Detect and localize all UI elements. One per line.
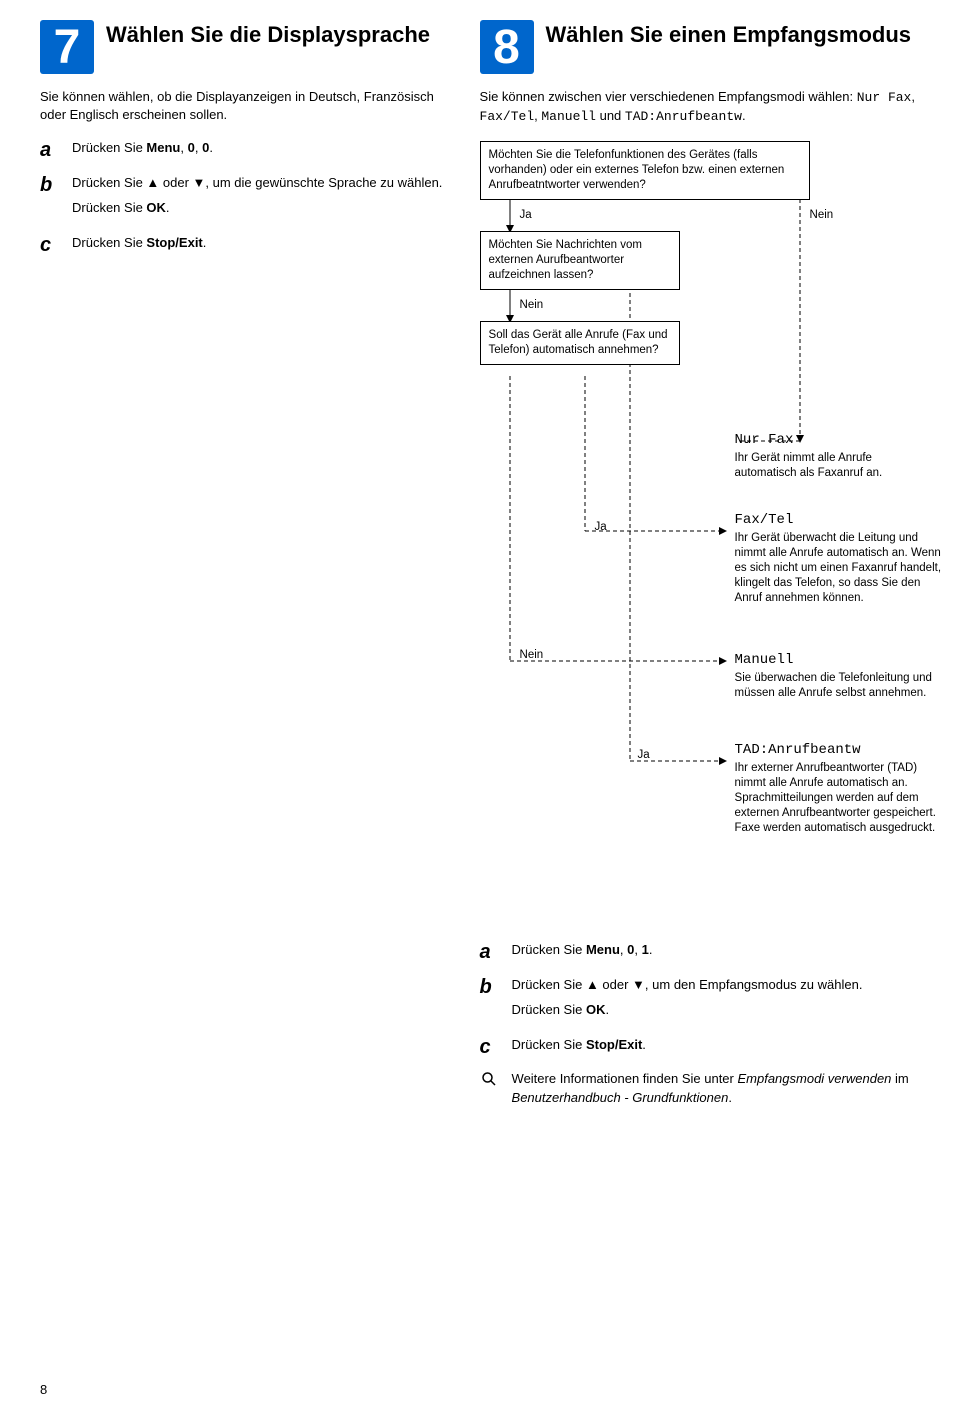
step7-header: 7 Wählen Sie die Displaysprache xyxy=(40,20,450,74)
letter-c: c xyxy=(480,1036,498,1059)
step8-b-body: Drücken Sie ▲ oder ▼, um den Empfangsmod… xyxy=(512,976,863,1026)
step7-column: 7 Wählen Sie die Displaysprache Sie könn… xyxy=(40,20,450,1124)
step8-c-body: Drücken Sie Stop/Exit. xyxy=(512,1036,646,1061)
outcome-faxtel: Fax/Tel Ihr Gerät überwacht die Leitung … xyxy=(735,511,945,606)
step8-b: b Drücken Sie ▲ oder ▼, um den Empfangsm… xyxy=(480,976,930,1026)
magnifier-icon xyxy=(480,1070,498,1088)
step7-a: a Drücken Sie Menu, 0, 0. xyxy=(40,139,450,164)
outcome-manuell: Manuell Sie überwachen die Telefonleitun… xyxy=(735,651,945,701)
step8-column: 8 Wählen Sie einen Empfangsmodus Sie kön… xyxy=(480,20,930,1124)
flow-q1: Möchten Sie die Telefonfunktionen des Ge… xyxy=(480,141,810,200)
outcome-tad: TAD:Anrufbeantw Ihr externer Anrufbeantw… xyxy=(735,741,945,836)
step7-a-body: Drücken Sie Menu, 0, 0. xyxy=(72,139,213,164)
step8-info: Weitere Informationen finden Sie unter E… xyxy=(480,1070,930,1114)
nein-label-1운영/right: Nein xyxy=(810,209,834,221)
letter-a: a xyxy=(480,941,498,964)
step8-header: 8 Wählen Sie einen Empfangsmodus xyxy=(480,20,930,74)
step8-a-body: Drücken Sie Menu, 0, 1. xyxy=(512,941,653,966)
step7-c: c Drücken Sie Stop/Exit. xyxy=(40,234,450,259)
ja-label-1: Ja xyxy=(520,209,532,221)
outcome-nurfax: Nur Fax Ihr Gerät nimmt alle Anrufe auto… xyxy=(735,431,935,481)
page-number: 8 xyxy=(40,1382,47,1397)
step7-c-body: Drücken Sie Stop/Exit. xyxy=(72,234,206,259)
step8-info-body: Weitere Informationen finden Sie unter E… xyxy=(512,1070,930,1114)
letter-a: a xyxy=(40,139,58,162)
step8-title: Wählen Sie einen Empfangsmodus xyxy=(546,20,912,47)
ja-label-q3: Ja xyxy=(595,521,607,533)
step7-b: b Drücken Sie ▲ oder ▼, um die gewünscht… xyxy=(40,174,450,224)
step7-b-body: Drücken Sie ▲ oder ▼, um die gewünschte … xyxy=(72,174,442,224)
flow-q2: Möchten Sie Nachrichten vom externen Aur… xyxy=(480,231,680,290)
flow-q3: Soll das Gerät alle Anrufe (Fax und Tele… xyxy=(480,321,680,365)
step8-number: 8 xyxy=(480,20,534,74)
step7-number: 7 xyxy=(40,20,94,74)
letter-b: b xyxy=(40,174,58,197)
nein-label-2: Nein xyxy=(520,299,544,311)
ja-label-q2: Ja xyxy=(638,749,650,761)
letter-c: c xyxy=(40,234,58,257)
flowchart: Möchten Sie die Telefonfunktionen des Ge… xyxy=(480,141,930,921)
letter-b: b xyxy=(480,976,498,999)
step7-title: Wählen Sie die Displaysprache xyxy=(106,20,430,47)
step8-c: c Drücken Sie Stop/Exit. xyxy=(480,1036,930,1061)
step8-a: a Drücken Sie Menu, 0, 1. xyxy=(480,941,930,966)
step7-intro: Sie können wählen, ob die Displayanzeige… xyxy=(40,88,450,123)
step8-intro: Sie können zwischen vier verschiedenen E… xyxy=(480,88,930,125)
nein-label-q3: Nein xyxy=(520,649,544,661)
